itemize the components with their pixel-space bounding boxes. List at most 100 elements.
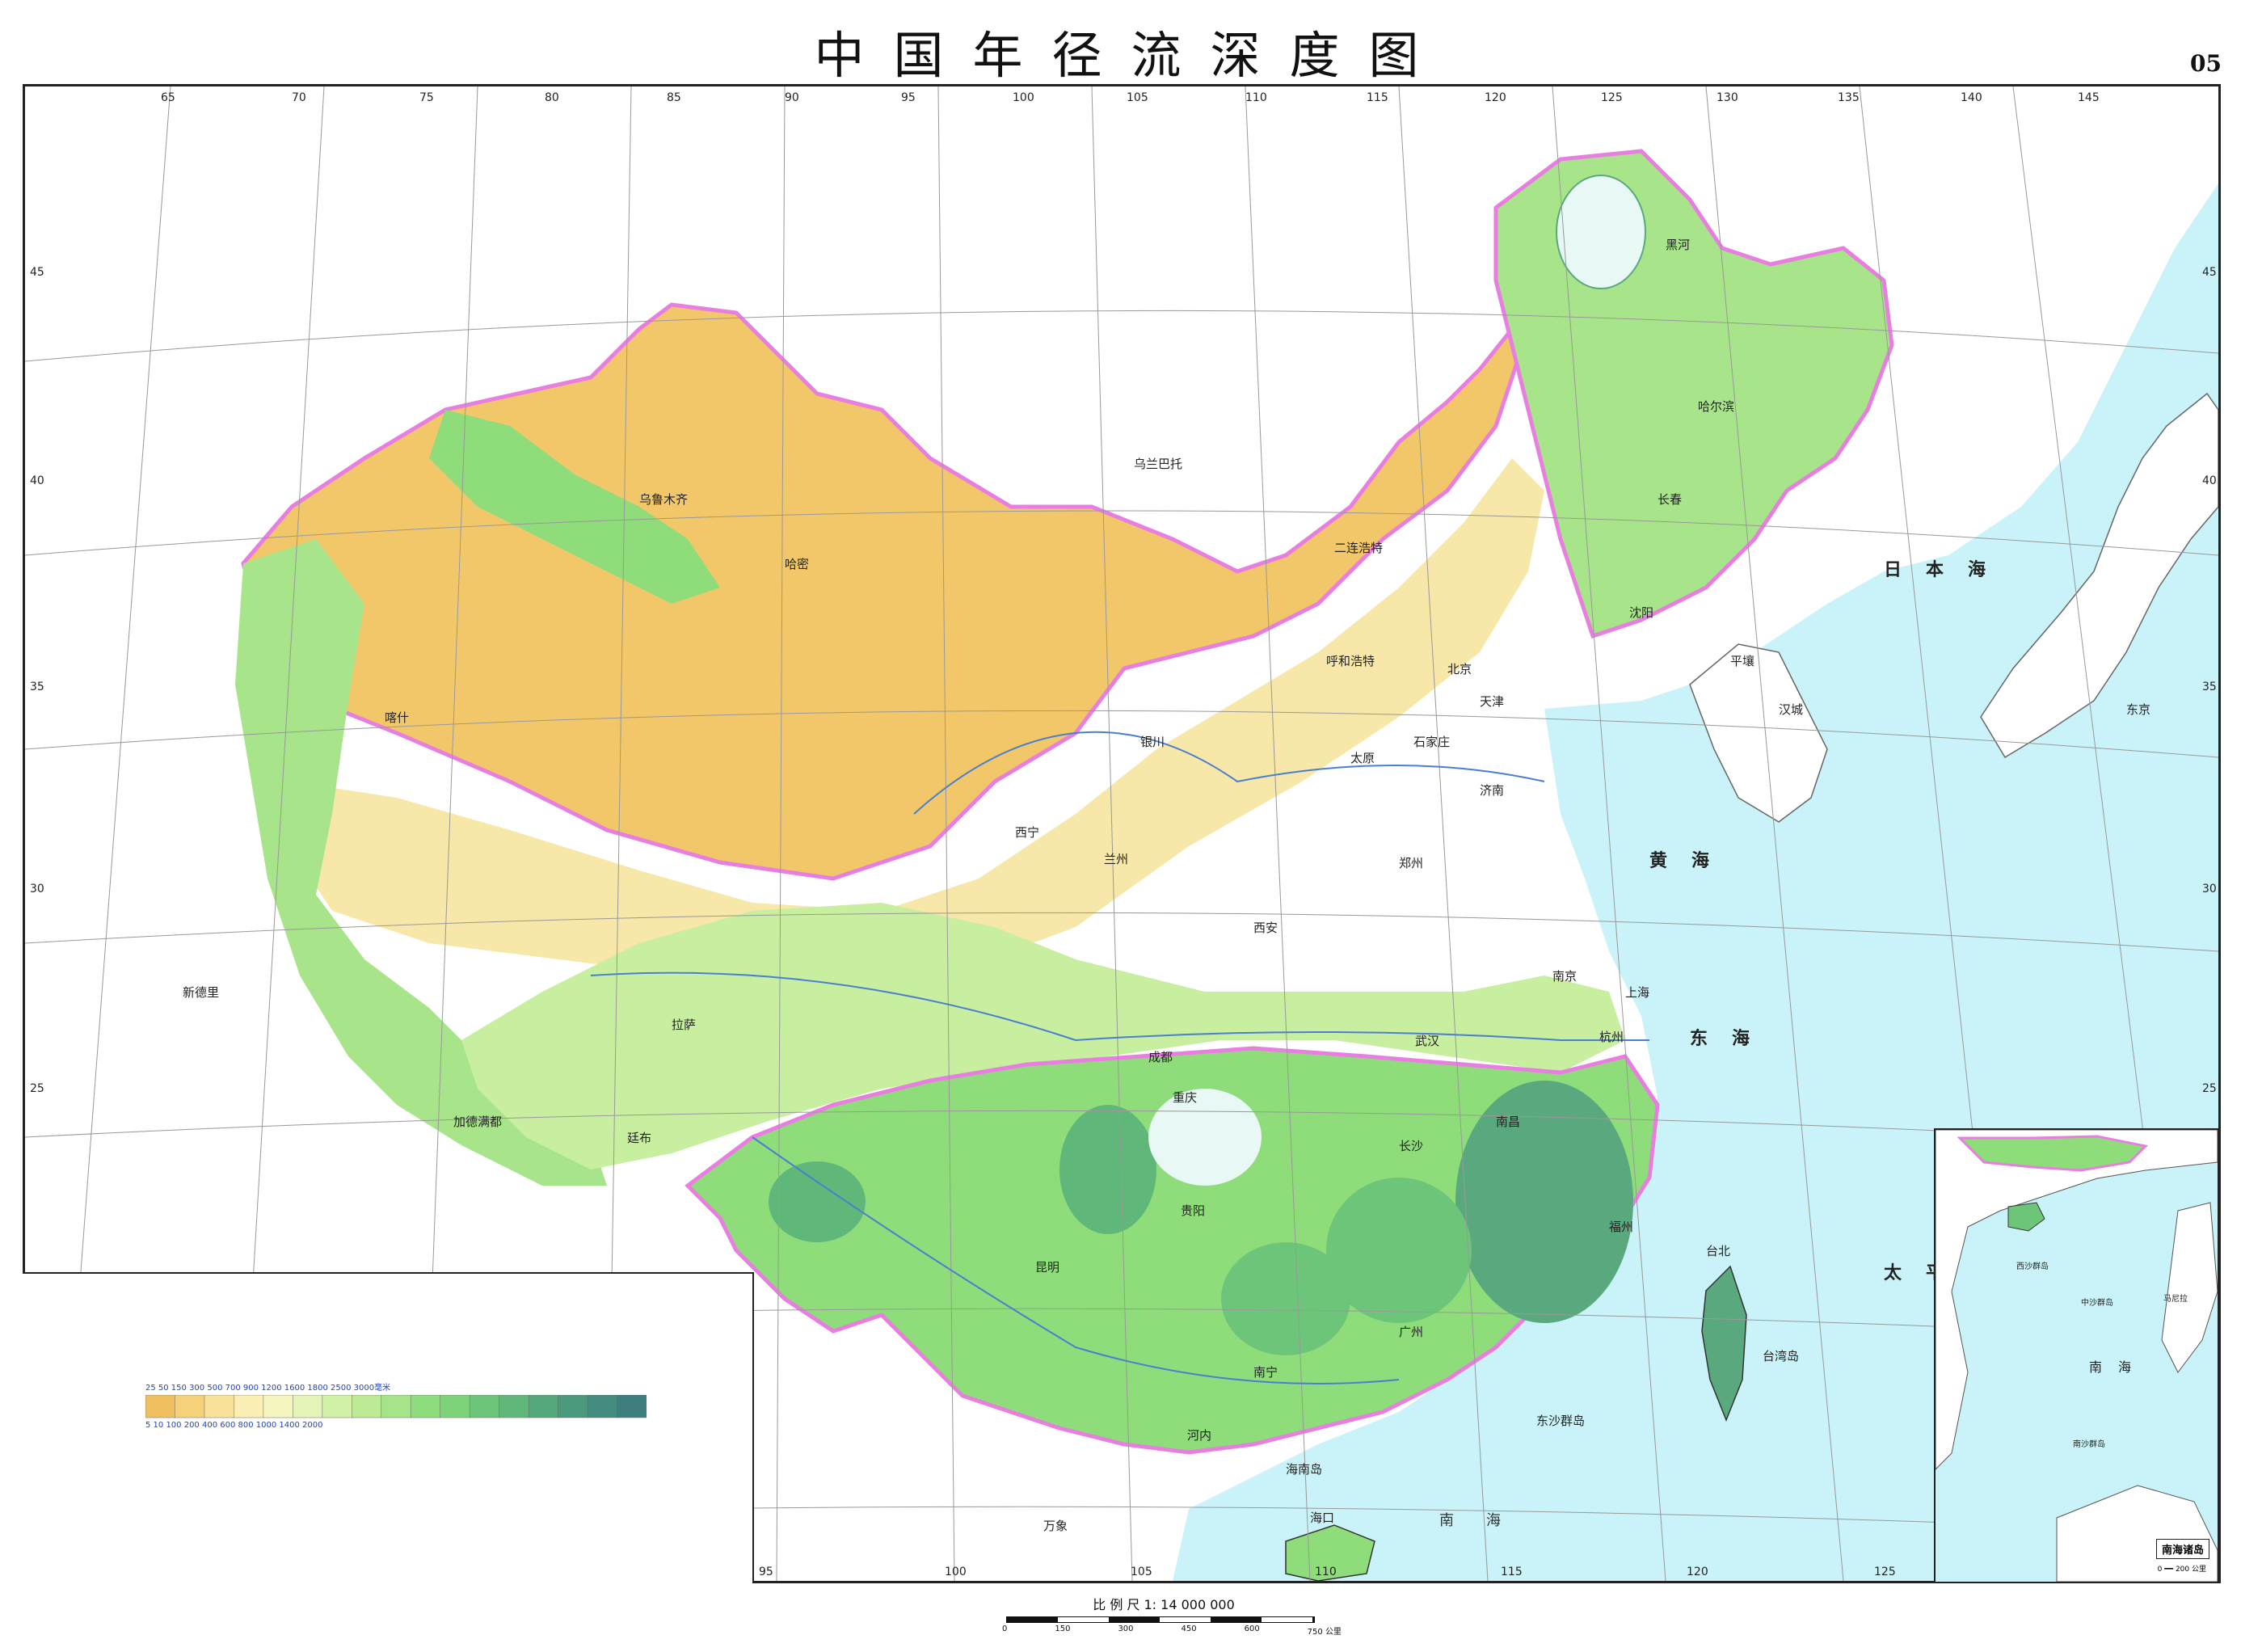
- humid-pocket-4: [1059, 1105, 1156, 1234]
- map-title: 中国年径流深度图: [814, 26, 1448, 85]
- label-jinan: 济南: [1480, 783, 1505, 798]
- legend-swatch: [410, 1394, 441, 1418]
- lat-tick-right: 45: [2202, 266, 2217, 279]
- lon-tick-bottom: 115: [1501, 1566, 1523, 1578]
- legend-top-values: 25 50 150 300 500 700 900 1200 1600 1800…: [145, 1384, 391, 1393]
- label-wulumuqi: 乌鲁木齐: [639, 492, 689, 507]
- lat-tick-left: 35: [30, 681, 44, 693]
- humid-pocket-2: [1326, 1178, 1472, 1323]
- legend-swatch: [234, 1394, 264, 1418]
- label-nanhai: 南海: [1439, 1512, 1533, 1529]
- humid-pocket-5: [769, 1161, 866, 1242]
- label-fuzhou: 福州: [1609, 1220, 1634, 1234]
- lon-tick-top: 140: [1961, 91, 1982, 104]
- lon-tick-top: 90: [785, 91, 799, 104]
- lat-tick-right: 35: [2202, 681, 2217, 693]
- label-taibei: 台北: [1706, 1244, 1731, 1258]
- lon-tick-top: 65: [161, 91, 175, 104]
- label-hainan: 海南岛: [1286, 1462, 1323, 1477]
- scale-bar: [1006, 1616, 1315, 1623]
- humid-pocket-3: [1221, 1242, 1350, 1355]
- scale-tick: 450: [1181, 1625, 1197, 1633]
- label-wanxiang: 万象: [1043, 1519, 1068, 1533]
- label-wuhan: 武汉: [1415, 1034, 1440, 1048]
- lat-tick-right: 30: [2202, 883, 2217, 896]
- label-jiabuduman: 加德满都: [453, 1115, 503, 1129]
- legend-swatch: [175, 1394, 205, 1418]
- china-arid-zone: [241, 302, 1531, 881]
- label-hanshi: 汉城: [1779, 702, 1804, 717]
- label-lanzhou: 兰州: [1104, 852, 1129, 866]
- label-haerbin: 哈尔滨: [1698, 399, 1735, 414]
- label-donghai: 东海: [1690, 1029, 1775, 1049]
- legend-swatch: [145, 1394, 176, 1418]
- legend-swatch: [381, 1394, 411, 1418]
- legend-swatch: [469, 1394, 500, 1418]
- lat-tick-left: 25: [30, 1082, 44, 1095]
- legend-bottom-values: 5 10 100 200 400 600 800 1000 1400 2000: [145, 1421, 323, 1430]
- japan-land: [1980, 392, 2218, 759]
- label-nanning: 南宁: [1253, 1365, 1278, 1380]
- qinghai-tibet-green: [461, 903, 1625, 1169]
- label-tebu: 廷布: [627, 1131, 652, 1145]
- label-guangzhou: 广州: [1399, 1325, 1424, 1339]
- label-chongqing: 重庆: [1173, 1090, 1198, 1105]
- label-xindeli: 新德里: [183, 985, 220, 1000]
- legend-swatch: [352, 1394, 382, 1418]
- lon-tick-bottom: 110: [1315, 1566, 1337, 1578]
- label-erlianhaote: 二连浩特: [1334, 541, 1384, 555]
- scale-tick: 150: [1055, 1625, 1071, 1633]
- inset-hainan: [2007, 1202, 2045, 1232]
- lon-tick-top: 75: [419, 91, 434, 104]
- daxinganling-lake: [1556, 175, 1646, 289]
- label-huanghai: 黄海: [1649, 851, 1734, 871]
- label-hami: 哈密: [785, 557, 810, 571]
- label-shijiazhuang: 石家庄: [1413, 735, 1451, 749]
- scale-tick: 750 公里: [1307, 1628, 1342, 1637]
- label-shanghai: 上海: [1625, 985, 1650, 1000]
- scale-tick: 300: [1118, 1625, 1134, 1633]
- korea-land: [1689, 643, 1828, 823]
- lat-tick-left: 40: [30, 474, 44, 487]
- scale-ticks: 0 150 300 450 600 750 公里: [1002, 1625, 1342, 1637]
- inset-land: [1936, 1130, 2218, 1470]
- tianshan-green: [429, 410, 720, 604]
- lon-tick-top: 135: [1838, 91, 1860, 104]
- label-nanjing: 南京: [1552, 969, 1578, 984]
- label-taiwan: 台湾岛: [1763, 1349, 1800, 1363]
- legend-swatch: [528, 1394, 559, 1418]
- rivers: [590, 731, 1649, 1384]
- lon-tick-top: 80: [545, 91, 559, 104]
- label-haikou: 海口: [1310, 1511, 1335, 1525]
- label-guiyang: 贵阳: [1181, 1203, 1206, 1218]
- page-number: 05: [2190, 50, 2222, 77]
- inset-label-nansha: 南沙群岛: [2073, 1440, 2105, 1449]
- lon-tick-bottom: 125: [1874, 1566, 1896, 1578]
- label-changchun: 长春: [1658, 492, 1683, 507]
- label-xining: 西宁: [1015, 825, 1040, 840]
- label-tianjin: 天津: [1480, 694, 1505, 709]
- lon-tick-top: 100: [1013, 91, 1034, 104]
- south-china-sea-inset: 西沙群岛 中沙群岛 南海 南沙群岛 马尼拉 南海诸岛 0 ━━ 200 公里: [1934, 1128, 2219, 1583]
- legend-swatch: [587, 1394, 618, 1418]
- sichuan-basin: [1148, 1089, 1262, 1186]
- label-shenyang: 沈阳: [1629, 605, 1654, 620]
- lon-tick-bottom: 95: [759, 1566, 773, 1578]
- china-semiarid-zone: [292, 458, 1544, 992]
- label-kunming: 昆明: [1035, 1260, 1060, 1275]
- label-henei: 河内: [1187, 1428, 1212, 1443]
- legend-panel: [23, 1272, 754, 1583]
- lon-tick-bottom: 100: [945, 1566, 967, 1578]
- label-taiyuan: 太原: [1350, 751, 1375, 765]
- lat-tick-left: 45: [30, 266, 44, 279]
- runoff-legend: 25 50 150 300 500 700 900 1200 1600 1800…: [145, 1384, 647, 1430]
- lon-tick-bottom: 105: [1131, 1566, 1152, 1578]
- label-riben-hai: 日本海: [1884, 560, 2011, 580]
- scale-label: 比 例 尺 1: 14 000 000: [1093, 1597, 1235, 1612]
- label-beijing: 北京: [1447, 662, 1472, 676]
- label-wulanbatuo: 乌兰巴托: [1134, 457, 1183, 471]
- lon-tick-bottom: 120: [1687, 1566, 1708, 1578]
- taiwan-island: [1701, 1265, 1747, 1422]
- south-china-humid-zone: [684, 1046, 1660, 1455]
- legend-swatch: [204, 1394, 235, 1418]
